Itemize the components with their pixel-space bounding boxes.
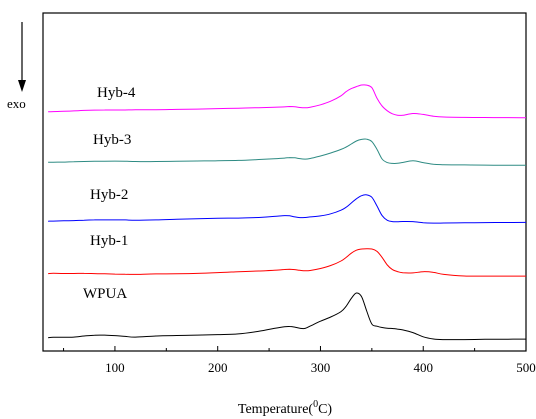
x-axis-ticks: 100 200 300 400 500 — [63, 346, 536, 375]
x-axis-title-unit: C) — [318, 402, 332, 417]
curve-label-hyb-1: Hyb-1 — [90, 233, 128, 249]
series-line-hyb-1 — [48, 248, 526, 277]
x-tick-label: 400 — [413, 360, 433, 375]
curve-label-wpua: WPUA — [83, 286, 127, 302]
x-tick-label: 500 — [516, 360, 536, 375]
x-axis-title-superscript: 0 — [313, 399, 318, 410]
x-tick-label: 200 — [208, 360, 228, 375]
x-tick-label: 100 — [105, 360, 125, 375]
curve-label-hyb-3: Hyb-3 — [93, 132, 131, 148]
series-line-hyb-4 — [48, 84, 527, 119]
series-line-hyb-2 — [48, 194, 527, 224]
series-group — [48, 84, 527, 341]
series-line-wpua — [48, 292, 527, 341]
exo-arrow-head — [18, 80, 26, 92]
curve-label-hyb-2: Hyb-2 — [90, 187, 128, 203]
series-line-hyb-3 — [48, 138, 526, 166]
y-axis-label: exo — [7, 96, 26, 111]
curve-label-hyb-4: Hyb-4 — [97, 85, 136, 101]
x-axis-title-main: Temperature( — [238, 402, 314, 417]
plot-frame — [42, 12, 527, 352]
curve-labels: WPUA Hyb-1 Hyb-2 Hyb-3 Hyb-4 — [83, 85, 136, 302]
x-axis-title: Temperature(0C) — [238, 399, 333, 417]
x-tick-label: 300 — [311, 360, 331, 375]
